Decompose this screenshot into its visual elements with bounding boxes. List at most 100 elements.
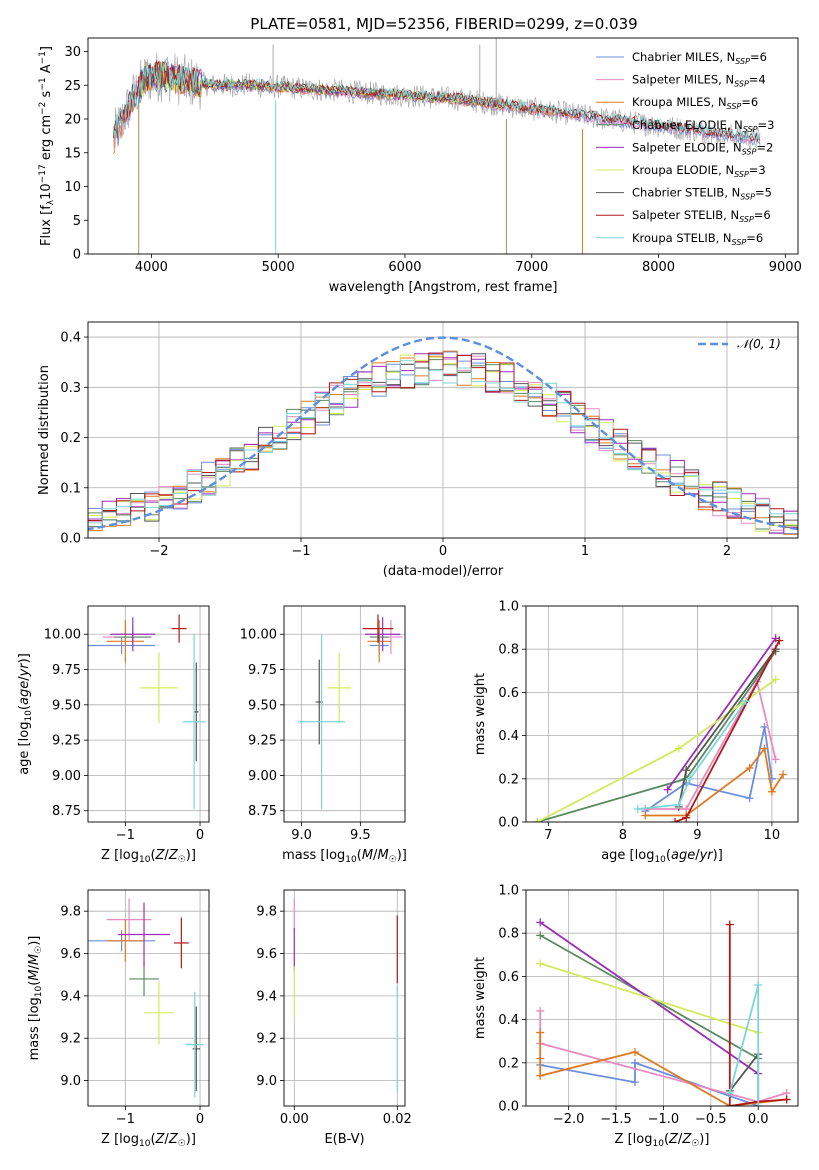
mass-weight-point bbox=[745, 794, 754, 803]
y-tick-label: 0.4 bbox=[498, 1013, 519, 1028]
y-tick-label: 9.2 bbox=[256, 1032, 277, 1047]
x-tick-label: 2 bbox=[723, 544, 731, 559]
x-axis-label: Z [log10(Z/Z☉)] bbox=[101, 848, 196, 865]
spectrum-marks bbox=[113, 38, 761, 254]
mass-weight-series-line bbox=[637, 700, 747, 810]
mass-weight-point bbox=[536, 1006, 545, 1015]
mass-weight-point bbox=[682, 766, 691, 775]
legend-entry-label: Chabrier MILES, NSSP=6 bbox=[632, 50, 767, 66]
y-axis-label: Flux [fλ10−17 erg cm−2 s−1 A−1] bbox=[38, 46, 56, 246]
x-tick-label: −2 bbox=[149, 544, 168, 559]
x-axis-label: Z [log10(Z/Z☉)] bbox=[615, 1132, 710, 1149]
x-tick-label: 1 bbox=[581, 544, 589, 559]
x-tick-label: −1 bbox=[116, 1112, 135, 1127]
y-tick-label: 10.00 bbox=[44, 628, 81, 643]
y-tick-label: 9.25 bbox=[52, 734, 81, 749]
y-tick-label: 9.8 bbox=[60, 905, 81, 920]
mass-weight-point bbox=[536, 1054, 545, 1063]
axes-frame bbox=[283, 605, 406, 823]
y-tick-label: 9.4 bbox=[60, 989, 81, 1004]
mass-weight-point bbox=[536, 1071, 545, 1080]
y-tick-label: 0.2 bbox=[60, 431, 81, 446]
y-tick-label: 9.75 bbox=[248, 663, 277, 678]
x-tick-label: −1.0 bbox=[648, 1112, 680, 1127]
y-tick-label: 9.6 bbox=[256, 947, 277, 962]
mass_weight_vs_Z-panel: −2.0 −1.5 −1.0 −0.5 0.0 0.0 0.2 0.4 0.6 0.8 1.0 Z [… bbox=[473, 884, 799, 1149]
y-tick-label: 9.00 bbox=[248, 769, 277, 784]
axes-frame bbox=[87, 321, 799, 539]
model-spectrum-line bbox=[138, 61, 507, 109]
x-tick-label: 9000 bbox=[769, 260, 802, 275]
mass_vs_EBV-panel: 0.00 0.02 9.0 9.2 9.4 9.6 9.8 E(B-V) bbox=[256, 889, 412, 1147]
legend-entry-label: Chabrier STELIB, NSSP=5 bbox=[632, 186, 772, 202]
y-tick-label: 0.0 bbox=[498, 1100, 519, 1115]
axes-frame bbox=[525, 889, 799, 1107]
mass_vs_Z-marks bbox=[88, 898, 204, 1098]
mass-weight-point bbox=[674, 744, 683, 753]
mass_weight_vs_Z-marks bbox=[536, 918, 791, 1106]
y-tick-label: 30 bbox=[64, 45, 81, 60]
legend-entry-label: Salpeter ELODIE, NSSP=2 bbox=[632, 140, 773, 156]
mass-weight-series-line bbox=[539, 1011, 787, 1103]
age_vs_mass-marks bbox=[298, 614, 403, 810]
mass-weight-point bbox=[536, 959, 545, 968]
mass-weight-point bbox=[767, 787, 776, 796]
mass-weight-point bbox=[725, 1089, 734, 1098]
y-tick-label: 1.0 bbox=[498, 600, 519, 615]
y-tick-label: 10 bbox=[64, 180, 81, 195]
x-tick-label: 0 bbox=[439, 544, 447, 559]
mass-weight-point bbox=[536, 918, 545, 927]
legend-entry-label: Chabrier ELODIE, NSSP=3 bbox=[632, 118, 774, 134]
x-axis-label: (data-model)/error bbox=[383, 564, 504, 579]
mass-weight-point bbox=[630, 1048, 639, 1056]
y-tick-label: 8.75 bbox=[248, 804, 277, 819]
mass-weight-point bbox=[760, 744, 769, 753]
mass_vs_Z-panel: −1 0 9.0 9.2 9.4 9.6 9.8 Z [log10(Z/Z☉)] mass [l… bbox=[27, 889, 210, 1149]
x-tick-label: −2.0 bbox=[553, 1112, 585, 1127]
residual-histogram-line bbox=[88, 360, 798, 536]
x-tick-label: 4000 bbox=[135, 260, 168, 275]
mass-weight-series-line bbox=[645, 679, 777, 810]
age_vs_Z-marks bbox=[88, 614, 206, 810]
x-tick-label: 6000 bbox=[388, 260, 421, 275]
age_vs_mass-panel: 9.0 9.5 8.75 9.00 9.25 9.50 9.75 10.00 mass [log… bbox=[240, 605, 407, 865]
y-tick-label: 8.75 bbox=[52, 804, 81, 819]
y-tick-label: 9.4 bbox=[256, 989, 277, 1004]
mass-weight-point bbox=[745, 764, 754, 772]
mass-weight-point bbox=[533, 818, 542, 822]
mass-weight-series-line bbox=[645, 746, 784, 817]
plots-layer: 4000 5000 6000 7000 8000 9000051015202530wave… bbox=[17, 37, 802, 1149]
mass-weight-point bbox=[771, 675, 780, 684]
model-spectrum-line bbox=[113, 57, 761, 143]
y-tick-label: 5 bbox=[73, 214, 81, 229]
y-tick-label: 9.2 bbox=[60, 1032, 81, 1047]
x-tick-label: −0.5 bbox=[695, 1112, 727, 1127]
mass-weight-point bbox=[725, 920, 734, 929]
mass_vs_EBV-marks bbox=[293, 898, 398, 1092]
x-tick-label: 0.00 bbox=[280, 1112, 309, 1127]
mass-weight-series-line bbox=[666, 637, 777, 791]
mass-weight-point bbox=[782, 1095, 791, 1104]
y-tick-label: 0 bbox=[73, 248, 81, 263]
legend-entry-label: 𝒩(0, 1) bbox=[737, 337, 781, 351]
mass-weight-point bbox=[536, 1028, 545, 1037]
axes-frame bbox=[283, 889, 406, 1107]
age_vs_Z-panel: −1 0 8.75 9.00 9.25 9.50 9.75 10.00 Z [log10(Z/Z… bbox=[17, 605, 210, 865]
mass-weight-series-line bbox=[536, 678, 777, 822]
y-tick-label: 9.00 bbox=[52, 769, 81, 784]
y-tick-label: 0.4 bbox=[498, 729, 519, 744]
y-tick-label: 0.2 bbox=[498, 772, 519, 787]
mass-weight-series-line bbox=[539, 962, 759, 1034]
legend-entry-label: Kroupa MILES, NSSP=6 bbox=[632, 95, 758, 111]
axes-frame bbox=[87, 37, 799, 255]
mass-weight-point bbox=[674, 800, 683, 809]
mass-weight-series-line bbox=[728, 924, 787, 1106]
y-tick-label: 0.6 bbox=[498, 970, 519, 985]
x-tick-label: −1.5 bbox=[600, 1112, 632, 1127]
legend-entry-label: Kroupa ELODIE, NSSP=3 bbox=[632, 163, 766, 179]
mass-weight-point bbox=[630, 1078, 639, 1087]
mass-weight-point bbox=[633, 805, 642, 814]
x-tick-label: 0 bbox=[196, 1112, 204, 1127]
mass-weight-point bbox=[663, 785, 672, 794]
